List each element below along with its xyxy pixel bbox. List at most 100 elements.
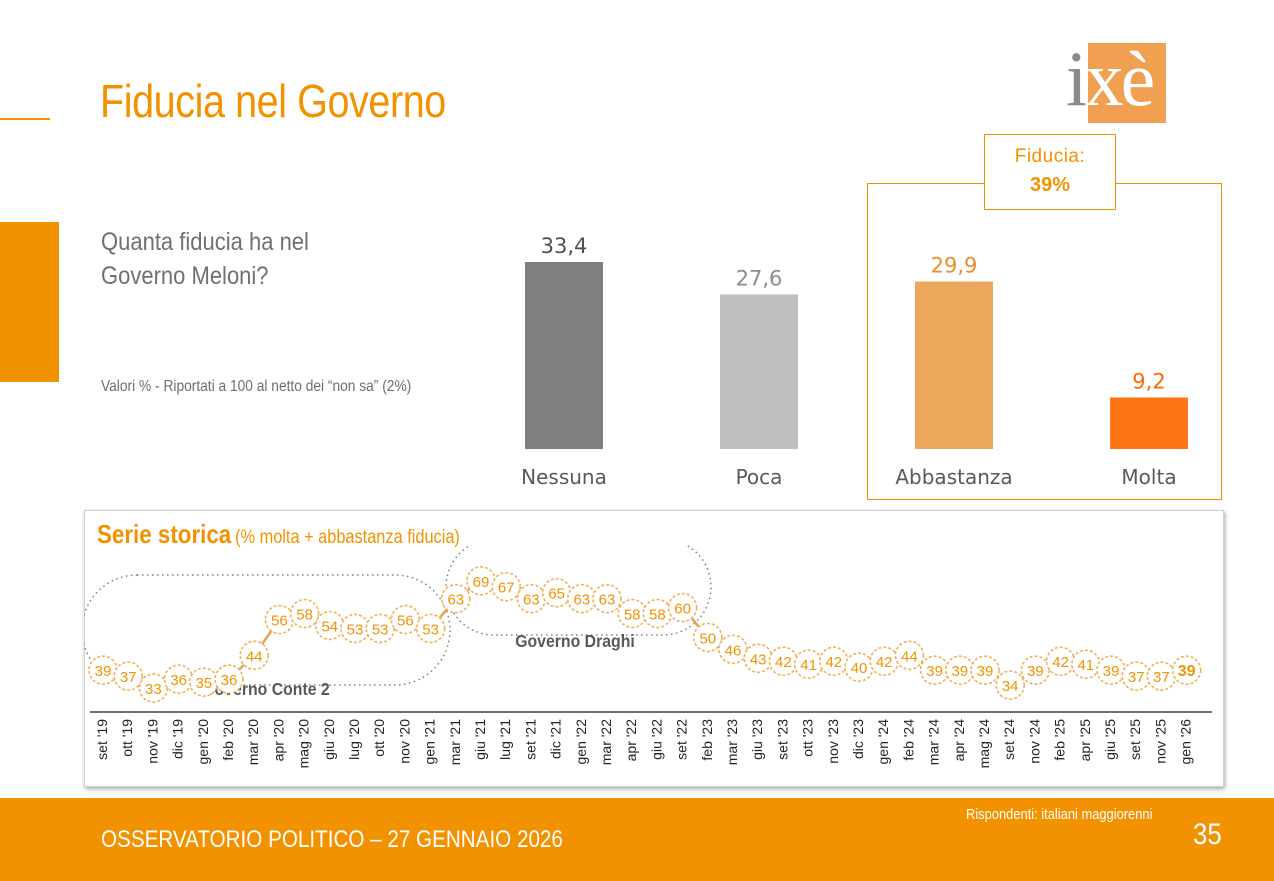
x-tick-label: lug '21 [497, 719, 513, 760]
data-point-label: 69 [473, 574, 490, 591]
data-point: 44 [894, 640, 925, 671]
x-tick-label: nov '23 [825, 719, 841, 764]
data-point: 39 [88, 655, 118, 685]
x-tick-label: feb '20 [220, 719, 236, 761]
data-point-label: 65 [548, 586, 565, 603]
x-tick-label: gen '20 [195, 719, 211, 765]
footer-respondents: Rispondenti: italiani maggiorenni [966, 806, 1153, 823]
x-tick-label: giu '20 [321, 719, 337, 760]
data-point-label: 63 [447, 592, 464, 609]
data-point: 37 [1146, 661, 1177, 691]
data-point: 42 [818, 646, 849, 677]
bar-value-molta: 9,2 [1132, 369, 1165, 393]
x-tick-label: giu '22 [648, 719, 664, 760]
data-point: 39 [970, 655, 1000, 685]
data-point: 65 [541, 577, 572, 608]
data-point: 58 [642, 598, 673, 629]
data-point: 63 [516, 583, 547, 614]
data-point-label: 58 [649, 607, 666, 624]
x-tick-label: gen '26 [1178, 719, 1194, 765]
data-point: 63 [592, 583, 622, 614]
data-point: 41 [793, 649, 824, 680]
bar-molta [1110, 397, 1188, 449]
data-point: 42 [768, 646, 799, 677]
data-point: 43 [743, 643, 774, 674]
x-tick-label: mag '24 [976, 719, 992, 769]
x-tick-label: feb '24 [900, 719, 916, 761]
draghi-period-label: Governo Draghi [515, 631, 635, 651]
data-point-label: 35 [195, 675, 212, 692]
fiducia-summary-box: Fiducia: 39% [984, 134, 1116, 210]
data-point-label: 63 [599, 592, 616, 609]
data-point-label: 39 [977, 663, 994, 680]
bar-value-abbastanza: 29,9 [931, 254, 978, 278]
data-point: 42 [1045, 646, 1076, 677]
bar-poca [720, 294, 798, 449]
data-point: 42 [869, 646, 900, 677]
page-title: Fiducia nel Governo [100, 75, 446, 127]
x-tick-label: nov '20 [396, 719, 412, 764]
data-point: 34 [995, 670, 1026, 700]
x-tick-label: mag '20 [296, 719, 312, 769]
data-point: 53 [415, 613, 446, 644]
data-point: 58 [617, 598, 648, 629]
data-point-label: 42 [825, 654, 842, 671]
data-point: 54 [315, 610, 345, 641]
bar-category-molta: Molta [1121, 465, 1176, 489]
data-point: 36 [163, 664, 194, 694]
x-tick-label: set '21 [522, 719, 538, 760]
data-point-label: 39 [1103, 663, 1120, 680]
data-point-label: 58 [624, 607, 641, 624]
x-tick-label: set '22 [674, 719, 690, 760]
footer-observatory: OSSERVATORIO POLITICO – 27 GENNAIO 2026 [101, 826, 563, 853]
data-point-label: 42 [876, 654, 893, 671]
data-point: 63 [440, 583, 471, 614]
data-point: 50 [692, 622, 723, 653]
data-point: 39 [919, 655, 950, 685]
data-point-label: 41 [800, 657, 817, 674]
data-point-label: 33 [145, 681, 162, 698]
data-point-label: 60 [674, 601, 691, 618]
x-tick-label: gen '24 [875, 719, 891, 765]
data-point-label: 67 [498, 580, 515, 597]
x-tick-label: feb '25 [1052, 719, 1068, 761]
data-point: 41 [1070, 649, 1101, 680]
data-point: 46 [718, 634, 748, 665]
x-tick-label: dic '23 [850, 719, 866, 759]
x-tick-label: mar '22 [598, 719, 614, 765]
data-point-label: 50 [699, 630, 716, 647]
x-tick-label: giu '25 [1102, 719, 1118, 760]
data-point: 69 [466, 565, 496, 596]
data-point: 60 [667, 592, 698, 623]
bar-category-abbastanza: Abbastanza [895, 465, 1012, 489]
bar-value-nessuna: 33,4 [541, 234, 588, 258]
data-point: 53 [340, 613, 370, 644]
data-point-label: 44 [901, 648, 918, 665]
x-tick-label: set '24 [1001, 719, 1017, 760]
data-point-label: 39 [95, 663, 112, 680]
side-accent-block [0, 222, 59, 382]
bar-category-poca: Poca [736, 465, 783, 489]
data-point: 39 [944, 655, 975, 685]
x-tick-label: giu '23 [749, 719, 765, 760]
x-tick-label: set '23 [774, 719, 790, 760]
data-point-label: 56 [397, 613, 414, 630]
data-point-label: 34 [1002, 678, 1019, 695]
bar-abbastanza [915, 281, 993, 449]
x-tick-label: set '19 [94, 719, 110, 760]
x-tick-label: dic '21 [548, 719, 564, 759]
bar-category-nessuna: Nessuna [521, 465, 607, 489]
data-point-label: 54 [321, 618, 338, 635]
data-point: 35 [189, 667, 219, 697]
x-tick-label: apr '24 [951, 719, 967, 762]
x-tick-label: mar '24 [926, 719, 942, 765]
data-point: 56 [264, 604, 295, 635]
data-point-label: 39 [1178, 663, 1196, 680]
data-point: 63 [566, 583, 597, 614]
fiducia-value: 39% [1029, 174, 1071, 196]
data-point-label: 42 [775, 654, 792, 671]
data-point-label: 42 [1052, 654, 1069, 671]
x-tick-label: apr '25 [1077, 719, 1093, 762]
data-point: 36 [214, 664, 244, 694]
